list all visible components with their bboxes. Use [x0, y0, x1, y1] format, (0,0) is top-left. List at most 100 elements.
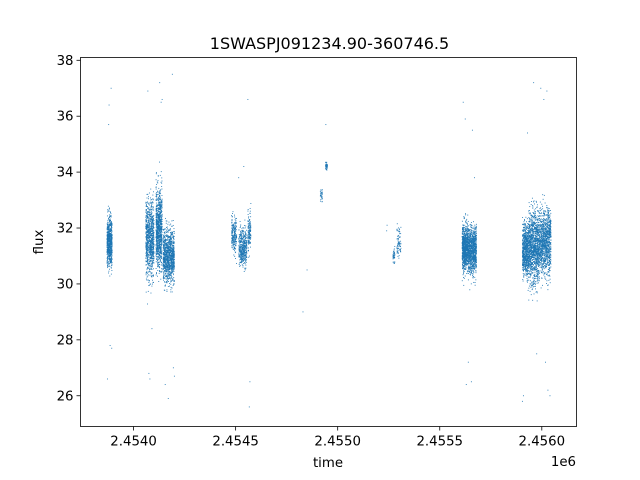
- data-point: [156, 234, 158, 235]
- data-point: [156, 237, 158, 239]
- data-point: [164, 251, 166, 253]
- data-point: [145, 246, 147, 247]
- data-point: [171, 249, 173, 251]
- data-point: [163, 276, 164, 278]
- data-point: [109, 216, 111, 218]
- data-point: [161, 241, 163, 243]
- data-point: [149, 283, 151, 285]
- data-point: [167, 256, 169, 258]
- data-point: [171, 270, 173, 272]
- data-point: [172, 268, 174, 270]
- data-point: [145, 215, 147, 217]
- data-point: [110, 230, 112, 232]
- data-point: [241, 262, 243, 264]
- data-point: [152, 223, 154, 224]
- data-point: [234, 224, 236, 226]
- data-point: [167, 265, 168, 267]
- data-point: [164, 247, 166, 248]
- data-point: [166, 277, 168, 279]
- data-point: [247, 240, 249, 242]
- data-point: [146, 239, 148, 241]
- data-point: [146, 193, 148, 195]
- data-point: [461, 231, 463, 233]
- data-point: [165, 269, 167, 271]
- data-point: [170, 242, 172, 244]
- data-point: [148, 246, 150, 248]
- data-point: [320, 191, 322, 193]
- data-point: [171, 256, 173, 258]
- data-point: [249, 212, 251, 214]
- data-point: [147, 263, 149, 264]
- data-point: [156, 218, 158, 220]
- data-point: [151, 268, 153, 270]
- data-point: [149, 259, 151, 261]
- data-point: [241, 244, 243, 245]
- data-point: [151, 249, 153, 251]
- data-point: [171, 251, 173, 253]
- data-point: [171, 255, 173, 257]
- data-point: [163, 240, 165, 241]
- data-point: [145, 209, 147, 210]
- data-point: [150, 245, 152, 247]
- data-point: [149, 236, 151, 238]
- data-point: [165, 255, 167, 257]
- data-point: [165, 258, 167, 260]
- data-point: [162, 256, 164, 258]
- data-point: [233, 246, 235, 248]
- data-point: [109, 233, 111, 235]
- data-point: [110, 261, 111, 263]
- data-point: [165, 272, 167, 274]
- data-point: [161, 262, 162, 264]
- data-point: [163, 267, 165, 269]
- data-point: [145, 247, 147, 249]
- data-point: [109, 235, 111, 237]
- data-point: [150, 203, 152, 205]
- data-point: [166, 280, 168, 282]
- data-point: [239, 246, 241, 248]
- data-point: [160, 228, 162, 230]
- data-point: [161, 253, 162, 255]
- data-point: [233, 231, 235, 233]
- data-point: [171, 225, 173, 227]
- data-point: [166, 269, 168, 271]
- data-point: [244, 257, 246, 259]
- data-point: [155, 223, 157, 225]
- data-point: [148, 254, 150, 255]
- data-point: [462, 241, 464, 243]
- data-point: [169, 245, 171, 247]
- data-point: [150, 234, 151, 236]
- data-point: [238, 238, 240, 239]
- data-point: [167, 236, 169, 237]
- data-point: [152, 279, 153, 281]
- data-point: [392, 255, 394, 257]
- data-point: [106, 228, 108, 230]
- data-point: [241, 230, 243, 232]
- data-point: [146, 225, 147, 227]
- data-point: [109, 253, 110, 255]
- data-point: [111, 253, 113, 255]
- data-point: [151, 213, 153, 215]
- data-point: [161, 258, 163, 260]
- data-point: [235, 237, 237, 239]
- data-point: [157, 264, 159, 266]
- data-point: [162, 268, 164, 270]
- data-point: [169, 252, 171, 253]
- data-point: [155, 253, 157, 255]
- data-point: [169, 261, 170, 263]
- data-point: [231, 227, 233, 229]
- data-point: [239, 248, 241, 250]
- data-point: [163, 232, 165, 234]
- data-point: [463, 269, 465, 271]
- data-point: [168, 272, 170, 274]
- data-point: [163, 250, 165, 251]
- data-point: [156, 190, 158, 192]
- data-point: [151, 272, 153, 273]
- data-point: [156, 181, 158, 183]
- data-point: [172, 253, 173, 254]
- data-point: [149, 247, 151, 248]
- data-point: [165, 268, 167, 270]
- data-point: [153, 250, 154, 252]
- data-point: [231, 239, 233, 241]
- data-point: [245, 240, 246, 242]
- data-point: [158, 215, 159, 217]
